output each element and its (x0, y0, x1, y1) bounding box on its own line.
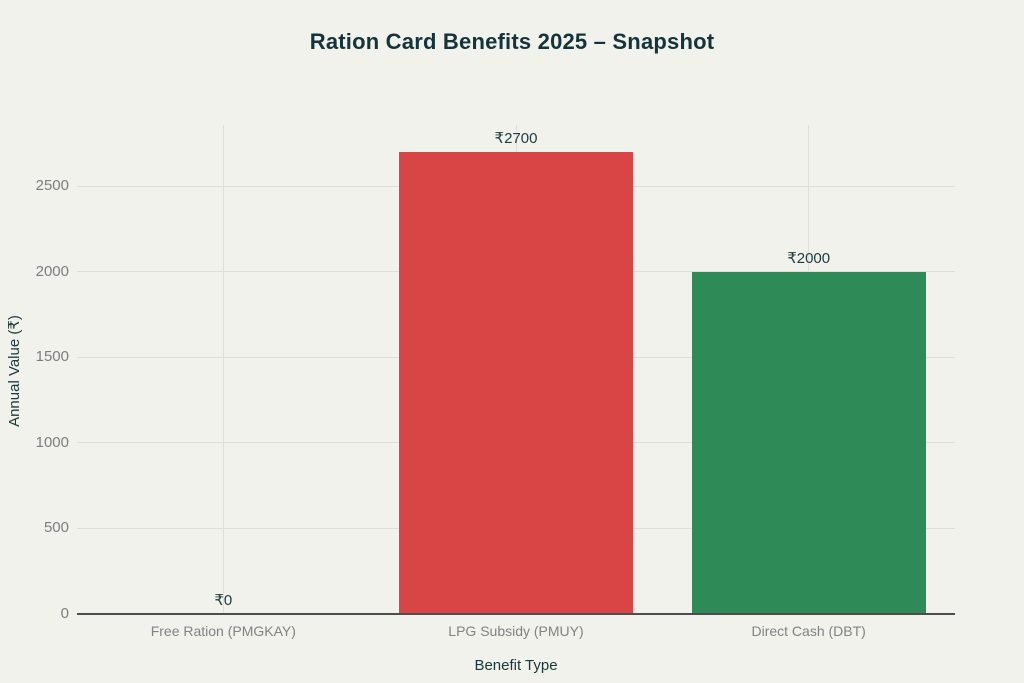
y-axis-title: Annual Value (₹) (6, 315, 23, 427)
y-tick-label: 2500 (35, 177, 69, 195)
bar-2 (691, 271, 926, 613)
bar-1 (398, 151, 634, 613)
x-tick-label: Direct Cash (DBT) (751, 623, 866, 639)
y-tick-label: 1000 (35, 433, 69, 451)
x-tick-label: Free Ration (PMGKAY) (150, 623, 296, 639)
bar-value-label: ₹0 (214, 592, 233, 609)
bar-value-label: ₹2700 (494, 129, 538, 147)
y-tick-label: 1500 (35, 348, 69, 366)
bar-value-label: ₹2000 (787, 249, 831, 267)
chart-title: Ration Card Benefits 2025 – Snapshot (309, 29, 715, 54)
x-gridline (222, 125, 224, 614)
x-axis-line (77, 612, 955, 615)
x-tick-label: LPG Subsidy (PMUY) (448, 623, 584, 639)
y-tick-label: 2000 (35, 262, 69, 280)
y-tick-label: 0 (60, 605, 69, 622)
x-axis-title: Benefit Type (474, 657, 558, 674)
y-tick-label: 500 (43, 519, 69, 537)
